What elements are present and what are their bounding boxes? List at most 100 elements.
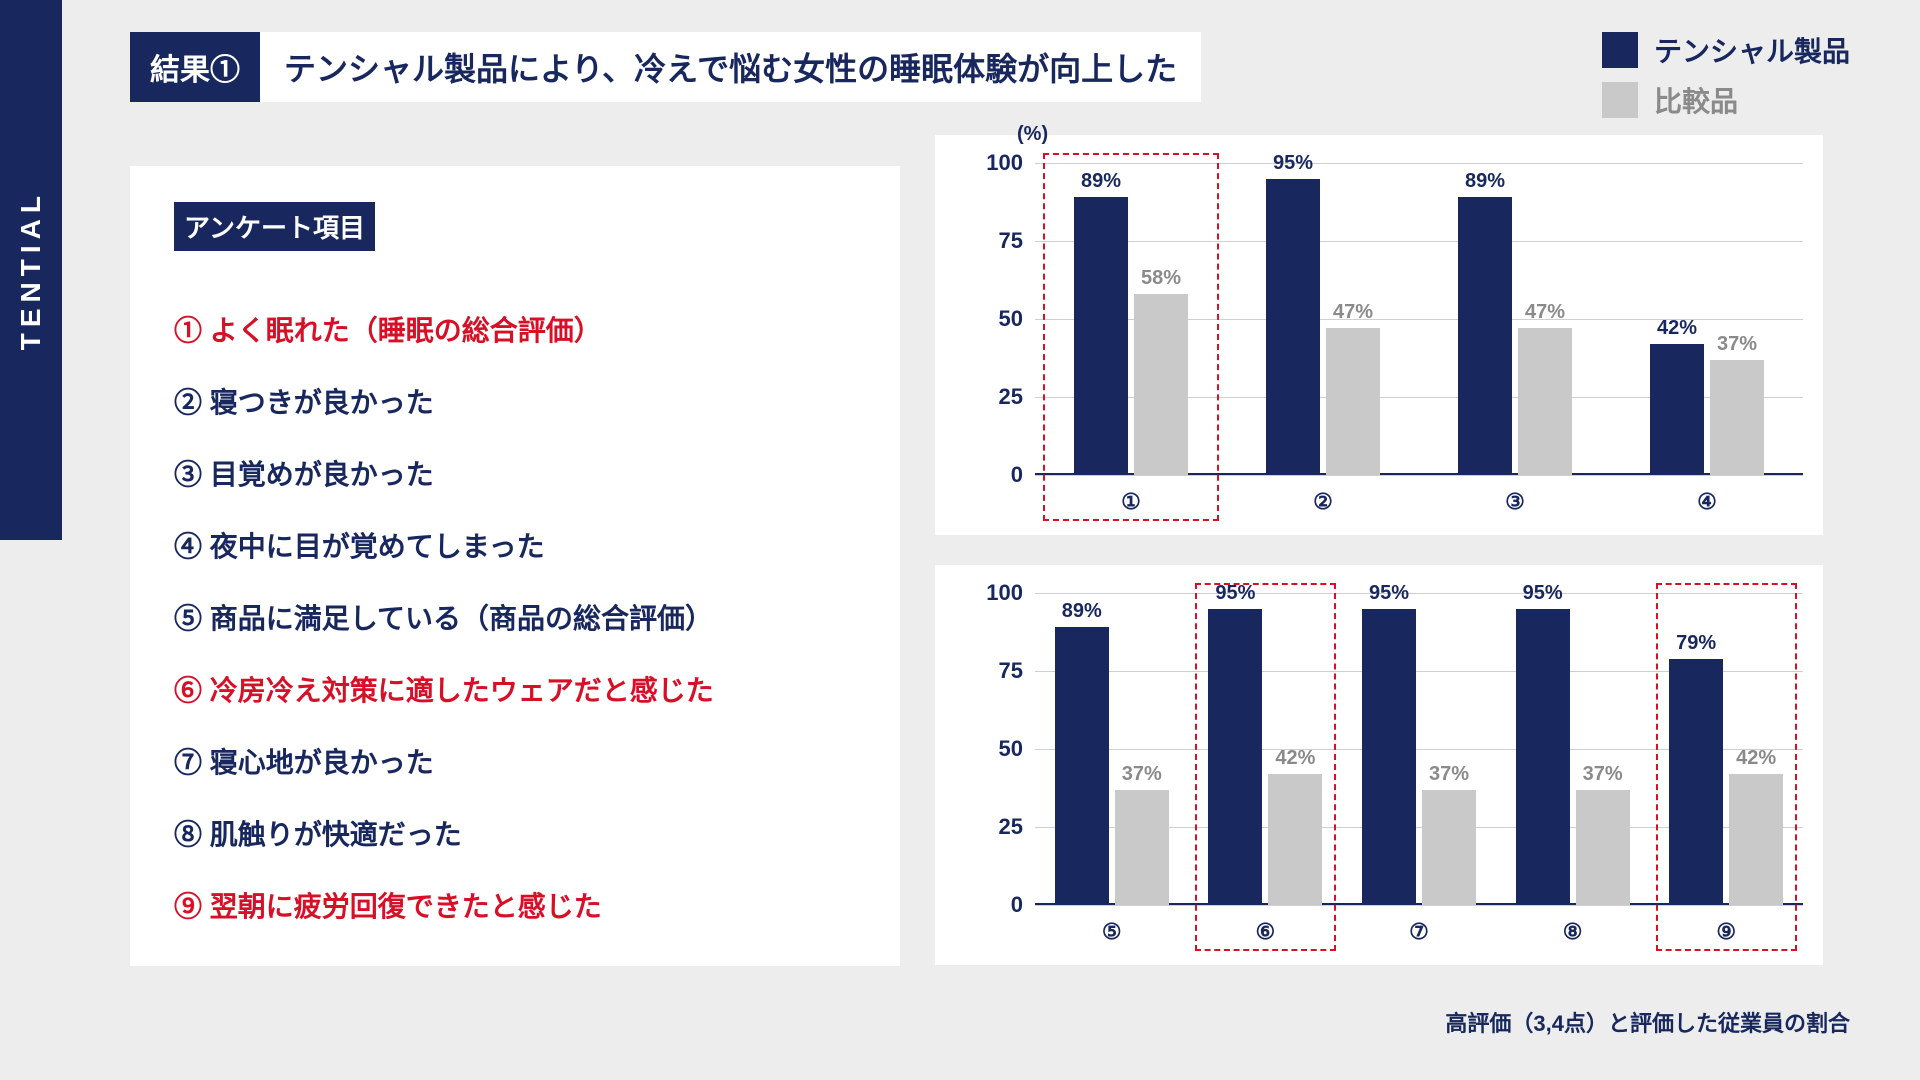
bar-b: 37% — [1710, 360, 1764, 475]
bar-group: 95%42% — [1208, 609, 1322, 905]
bar-b: 47% — [1326, 328, 1380, 475]
ytick-label: 0 — [1011, 462, 1035, 488]
survey-item-2: ② 寝つきが良かった — [174, 381, 856, 421]
bar-b: 37% — [1115, 790, 1169, 905]
grid-line — [1035, 593, 1803, 594]
bar-value-label: 89% — [1465, 170, 1505, 193]
bar-b: 37% — [1576, 790, 1630, 905]
grid-line — [1035, 905, 1803, 906]
bar-b: 37% — [1422, 790, 1476, 905]
category-label: ⑦ — [1409, 919, 1429, 945]
ytick-label: 25 — [999, 384, 1035, 410]
survey-panel: アンケート項目 ① よく眠れた（睡眠の総合評価） ② 寝つきが良かった ③ 目覚めが… — [130, 166, 900, 966]
bar-value-label: 42% — [1736, 747, 1776, 770]
survey-item-1: ① よく眠れた（睡眠の総合評価） — [174, 309, 856, 349]
chart-top-yunit: (%) — [1017, 123, 1048, 146]
bar-group: 89%37% — [1055, 627, 1169, 905]
category-label: ① — [1121, 489, 1141, 515]
bar-value-label: 37% — [1429, 763, 1469, 786]
bar-a: 95% — [1362, 609, 1416, 905]
ytick-label: 100 — [986, 150, 1035, 176]
bar-a: 79% — [1669, 659, 1723, 905]
category-label: ⑧ — [1563, 919, 1583, 945]
category-label: ⑨ — [1716, 919, 1736, 945]
survey-item-9: ⑨ 翌朝に疲労回復できたと感じた — [174, 885, 856, 925]
bar-value-label: 47% — [1333, 301, 1373, 324]
bar-value-label: 37% — [1717, 333, 1757, 356]
survey-heading: アンケート項目 — [174, 202, 375, 251]
bar-value-label: 58% — [1141, 267, 1181, 290]
legend-swatch-a — [1602, 32, 1638, 68]
bar-a: 89% — [1458, 197, 1512, 475]
bar-b: 42% — [1268, 774, 1322, 905]
category-label: ② — [1313, 489, 1333, 515]
bar-value-label: 42% — [1275, 747, 1315, 770]
brand-text: TENTIAL — [15, 190, 47, 350]
bar-group: 89%47% — [1458, 197, 1572, 475]
bar-value-label: 95% — [1369, 582, 1409, 605]
header: 結果① テンシャル製品により、冷えで悩む女性の睡眠体験が向上した — [130, 32, 1201, 102]
survey-item-4: ④ 夜中に目が覚めてしまった — [174, 525, 856, 565]
survey-item-3: ③ 目覚めが良かった — [174, 453, 856, 493]
category-label: ③ — [1505, 489, 1525, 515]
bar-group: 95%47% — [1266, 179, 1380, 475]
bar-value-label: 79% — [1676, 632, 1716, 655]
category-label: ⑤ — [1102, 919, 1122, 945]
survey-item-5: ⑤ 商品に満足している（商品の総合評価） — [174, 597, 856, 637]
bar-b: 58% — [1134, 294, 1188, 475]
bar-a: 89% — [1074, 197, 1128, 475]
legend-row-b: 比較品 — [1602, 80, 1850, 120]
bar-value-label: 89% — [1062, 600, 1102, 623]
chart-top: (%) 025507510089%58%①95%47%②89%47%③42%37… — [935, 135, 1823, 535]
footnote: 高評価（3,4点）と評価した従業員の割合 — [1445, 1006, 1850, 1038]
bar-group: 95%37% — [1362, 609, 1476, 905]
ytick-label: 50 — [999, 736, 1035, 762]
bar-value-label: 95% — [1273, 152, 1313, 175]
grid-line — [1035, 475, 1803, 476]
category-label: ④ — [1697, 489, 1717, 515]
bar-a: 95% — [1516, 609, 1570, 905]
bar-value-label: 37% — [1122, 763, 1162, 786]
survey-item-8: ⑧ 肌触りが快適だった — [174, 813, 856, 853]
bar-b: 42% — [1729, 774, 1783, 905]
bar-b: 47% — [1518, 328, 1572, 475]
bar-group: 95%37% — [1516, 609, 1630, 905]
ytick-label: 75 — [999, 228, 1035, 254]
header-tag: 結果① — [130, 32, 260, 102]
bar-a: 95% — [1266, 179, 1320, 475]
grid-line — [1035, 163, 1803, 164]
ytick-label: 0 — [1011, 892, 1035, 918]
ytick-label: 100 — [986, 580, 1035, 606]
bar-a: 89% — [1055, 627, 1109, 905]
bar-group: 89%58% — [1074, 197, 1188, 475]
bar-group: 42%37% — [1650, 344, 1764, 475]
ytick-label: 75 — [999, 658, 1035, 684]
category-label: ⑥ — [1256, 919, 1276, 945]
chart-bottom: 025507510089%37%⑤95%42%⑥95%37%⑦95%37%⑧79… — [935, 565, 1823, 965]
legend-label-a: テンシャル製品 — [1654, 30, 1850, 70]
bar-value-label: 89% — [1081, 170, 1121, 193]
header-tag-text: 結果① — [150, 45, 240, 89]
legend-label-b: 比較品 — [1654, 80, 1738, 120]
survey-items: ① よく眠れた（睡眠の総合評価） ② 寝つきが良かった ③ 目覚めが良かった ④ 夜中… — [174, 309, 856, 925]
header-title: テンシャル製品により、冷えで悩む女性の睡眠体験が向上した — [284, 44, 1177, 90]
ytick-label: 25 — [999, 814, 1035, 840]
legend: テンシャル製品 比較品 — [1602, 30, 1850, 120]
header-title-box: テンシャル製品により、冷えで悩む女性の睡眠体験が向上した — [260, 32, 1201, 102]
bar-group: 79%42% — [1669, 659, 1783, 905]
bar-value-label: 37% — [1583, 763, 1623, 786]
brand-sidebar: TENTIAL — [0, 0, 62, 540]
survey-item-6: ⑥ 冷房冷え対策に適したウェアだと感じた — [174, 669, 856, 709]
survey-item-7: ⑦ 寝心地が良かった — [174, 741, 856, 781]
bar-value-label: 95% — [1215, 582, 1255, 605]
bar-a: 42% — [1650, 344, 1704, 475]
chart-top-plot: 025507510089%58%①95%47%②89%47%③42%37%④ — [1035, 163, 1803, 475]
chart-bottom-plot: 025507510089%37%⑤95%42%⑥95%37%⑦95%37%⑧79… — [1035, 593, 1803, 905]
bar-value-label: 42% — [1657, 317, 1697, 340]
ytick-label: 50 — [999, 306, 1035, 332]
bar-value-label: 95% — [1523, 582, 1563, 605]
legend-swatch-b — [1602, 82, 1638, 118]
legend-row-a: テンシャル製品 — [1602, 30, 1850, 70]
bar-a: 95% — [1208, 609, 1262, 905]
bar-value-label: 47% — [1525, 301, 1565, 324]
